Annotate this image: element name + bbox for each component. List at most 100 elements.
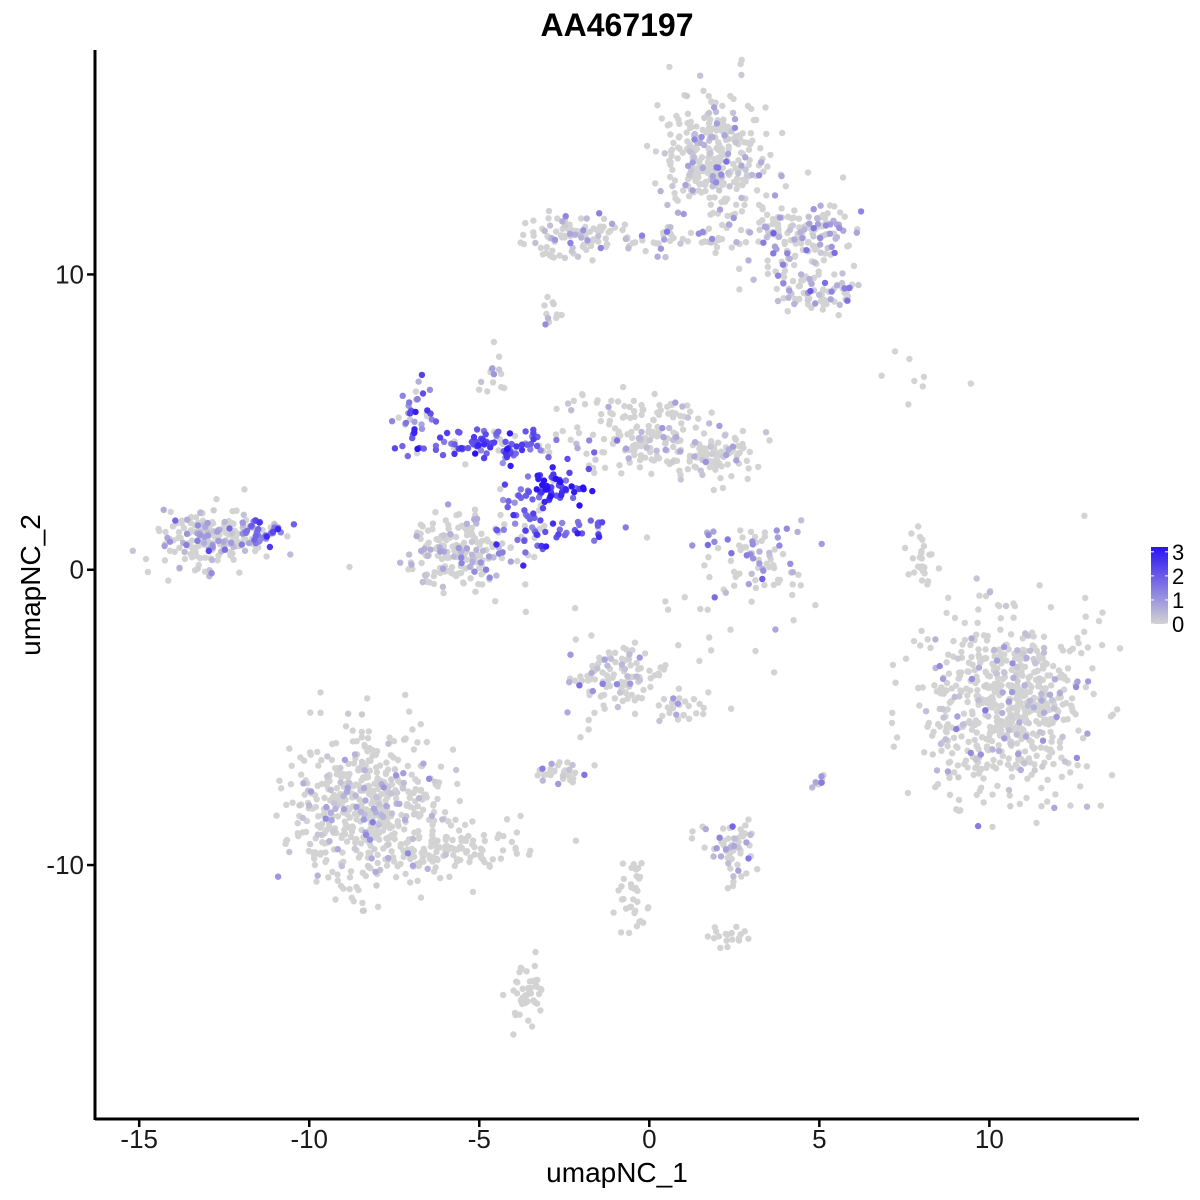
data-point <box>1040 644 1048 652</box>
data-point <box>986 589 994 596</box>
data-point <box>463 545 471 552</box>
data-point <box>710 528 717 535</box>
data-point <box>239 519 246 526</box>
data-point <box>978 734 986 741</box>
data-point <box>1016 719 1023 726</box>
data-point <box>550 254 558 261</box>
data-point <box>510 1031 517 1038</box>
data-point <box>537 244 545 251</box>
data-point <box>916 702 923 709</box>
data-point <box>729 936 736 943</box>
data-point <box>790 617 797 624</box>
data-point <box>668 152 675 159</box>
data-point <box>480 831 488 839</box>
data-point <box>1023 654 1030 662</box>
data-point <box>403 802 410 809</box>
data-point <box>204 532 212 539</box>
data-point <box>643 444 650 451</box>
data-point <box>526 515 534 523</box>
data-point <box>184 516 191 523</box>
data-point <box>552 228 560 235</box>
data-point <box>606 682 613 690</box>
data-point <box>943 659 950 666</box>
data-point <box>1022 630 1029 637</box>
data-point <box>340 792 347 800</box>
data-point <box>766 437 773 444</box>
data-point <box>326 838 333 845</box>
data-point <box>945 594 952 601</box>
data-point <box>208 570 215 577</box>
data-point <box>705 531 712 539</box>
data-point <box>755 238 762 245</box>
data-point <box>786 226 793 234</box>
data-point <box>727 557 735 565</box>
data-point <box>549 247 556 254</box>
data-point <box>784 308 791 315</box>
colorbar <box>1151 547 1168 624</box>
data-point <box>716 422 723 430</box>
data-point <box>172 517 179 524</box>
data-point <box>495 353 503 360</box>
data-point <box>544 315 552 322</box>
data-point <box>572 677 579 684</box>
data-point <box>1059 701 1067 708</box>
data-point <box>977 751 984 758</box>
data-point <box>697 72 704 79</box>
data-point <box>714 544 722 552</box>
data-point <box>1072 711 1079 718</box>
data-point <box>931 682 938 689</box>
data-point <box>518 446 526 454</box>
data-point <box>569 779 576 786</box>
data-point <box>774 534 781 541</box>
data-point <box>953 725 960 733</box>
data-point <box>493 541 500 548</box>
x-tick-label: -5 <box>468 1124 491 1154</box>
data-point <box>728 550 735 557</box>
data-point <box>743 172 750 179</box>
data-point <box>458 559 465 567</box>
data-point <box>735 937 743 944</box>
data-point <box>719 825 727 832</box>
data-point <box>934 781 942 788</box>
data-point <box>728 473 735 480</box>
data-point <box>974 619 981 626</box>
data-point <box>1072 683 1080 691</box>
data-point <box>839 174 847 181</box>
data-point <box>1021 712 1029 719</box>
data-point <box>660 434 667 441</box>
data-point <box>162 528 169 536</box>
data-point <box>619 226 626 234</box>
data-point <box>910 569 918 576</box>
data-point <box>1016 800 1023 808</box>
data-point <box>965 738 972 746</box>
data-point <box>718 171 725 178</box>
data-point <box>287 551 294 558</box>
data-point <box>748 171 756 179</box>
data-point <box>943 687 950 694</box>
data-point <box>579 243 587 250</box>
data-point <box>381 823 388 830</box>
data-point <box>299 829 306 836</box>
data-point <box>763 192 770 199</box>
data-point <box>177 534 184 542</box>
data-point <box>574 424 581 431</box>
data-point <box>675 116 682 123</box>
data-point <box>556 478 563 485</box>
data-point <box>511 520 519 527</box>
data-point <box>467 525 474 532</box>
data-point <box>214 557 221 564</box>
data-point <box>670 443 677 451</box>
data-point <box>372 868 379 876</box>
data-point <box>214 528 221 535</box>
data-point <box>812 601 819 609</box>
data-point <box>684 110 692 118</box>
data-point <box>699 228 706 236</box>
data-point <box>687 229 695 237</box>
data-point <box>612 659 619 666</box>
data-point <box>652 148 660 155</box>
data-point <box>686 171 693 179</box>
data-point <box>628 428 635 436</box>
data-point <box>730 178 738 186</box>
data-point <box>368 855 375 862</box>
data-point <box>706 463 714 471</box>
